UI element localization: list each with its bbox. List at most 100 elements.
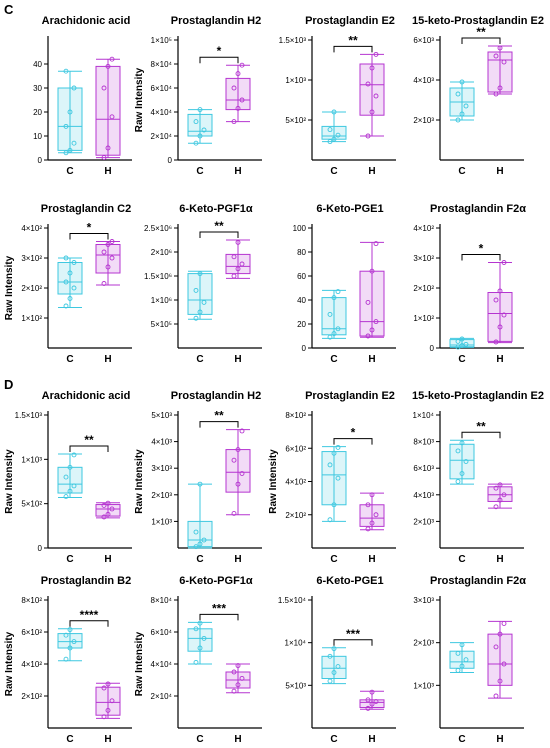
data-point (497, 288, 503, 294)
y-tick-label: 2×10⁴ (151, 132, 173, 141)
y-tick-label: 1×10³ (413, 681, 434, 690)
data-point (109, 698, 115, 704)
data-point (197, 645, 203, 651)
x-tick-label: H (234, 734, 241, 745)
box-chart-2: Prostaglandin H2 0 2×10⁴ 4×10⁴ 6×10⁴ 8×10⁴ 1×1… (134, 15, 262, 177)
box-iqr (95, 244, 121, 274)
data-point (231, 457, 237, 463)
y-tick-label: 0 (430, 344, 435, 353)
panel-label-c: C (4, 2, 14, 17)
data-point (365, 705, 371, 711)
box-chart-11: Prostaglandin E2 2×10² 4×10² 6×10² 8×10² Raw … (268, 390, 396, 565)
data-point (369, 65, 375, 71)
data-point (235, 481, 241, 487)
data-point (493, 504, 499, 510)
data-point (373, 699, 379, 704)
data-point (105, 145, 111, 151)
data-point (459, 336, 465, 342)
data-point (335, 444, 341, 450)
significance-label: ** (476, 25, 486, 39)
data-point (193, 659, 199, 665)
box-chart-14: 6-Keto-PGF1α 2×10⁴ 4×10⁴ 6×10⁴ 8×10⁴ Raw Inte… (134, 575, 262, 745)
data-point (109, 56, 115, 62)
data-point (459, 663, 465, 669)
x-tick-label: C (330, 166, 337, 177)
data-point (327, 127, 333, 133)
data-point (365, 502, 371, 508)
box-iqr (57, 466, 83, 494)
data-point (231, 273, 237, 279)
x-tick-label: H (104, 554, 111, 565)
x-tick-label: C (458, 554, 465, 565)
box-iqr (225, 253, 251, 275)
data-point (71, 140, 77, 146)
box-iqr (487, 51, 513, 93)
data-point (197, 541, 203, 547)
data-point (63, 123, 69, 129)
data-point (231, 254, 237, 260)
data-point (193, 544, 199, 550)
data-point (235, 682, 241, 688)
significance-label: **** (80, 608, 99, 622)
data-point (365, 697, 371, 703)
data-point (109, 255, 115, 261)
data-point (235, 239, 241, 245)
data-point (335, 289, 341, 295)
data-point (455, 344, 461, 350)
data-point (201, 299, 207, 305)
x-tick-label: H (104, 166, 111, 177)
y-tick-label: 1×10⁴ (285, 639, 307, 648)
y-tick-label: 3×10² (413, 254, 434, 263)
data-point (239, 428, 245, 434)
data-point (365, 333, 371, 339)
chart-title: 6-Keto-PGE1 (316, 203, 383, 215)
significance-bracket (69, 445, 109, 453)
significance-label: ** (214, 409, 224, 423)
data-point (67, 464, 73, 470)
significance-label: * (351, 426, 356, 440)
data-point (67, 296, 73, 301)
y-tick-label: 8×10² (21, 596, 42, 605)
data-point (193, 119, 199, 125)
data-point (201, 127, 207, 133)
y-tick-label: 4×10² (413, 224, 434, 233)
box-iqr (95, 686, 121, 716)
data-point (463, 459, 469, 464)
data-point (71, 639, 77, 645)
data-point (369, 268, 375, 274)
significance-bracket (461, 37, 501, 44)
data-point (71, 285, 77, 291)
significance-bracket (199, 56, 239, 64)
y-axis-label: Raw Intensity (4, 631, 15, 696)
box-chart-10: Prostaglandin H2 1×10³ 2×10³ 3×10³ 4×10³ 5×10… (134, 390, 262, 565)
data-point (63, 656, 69, 662)
y-tick-label: 1×10⁴ (413, 411, 435, 420)
significance-bracket (199, 421, 239, 428)
y-tick-label: 4×10⁴ (151, 108, 173, 117)
y-tick-label: 40 (297, 296, 306, 305)
x-tick-label: C (66, 354, 73, 365)
x-tick-label: H (496, 734, 503, 745)
x-tick-label: H (368, 554, 375, 565)
y-tick-label: 1×10⁵ (151, 36, 172, 45)
data-point (239, 675, 245, 681)
data-point (463, 657, 469, 663)
box-iqr (225, 449, 251, 493)
significance-label: ** (214, 219, 224, 233)
x-tick-label: C (330, 734, 337, 745)
y-tick-label: 5×10² (285, 116, 306, 125)
data-point (327, 462, 333, 468)
y-tick-label: 2×10³ (413, 517, 434, 526)
y-tick-label: 1×10³ (21, 455, 42, 464)
data-point (373, 241, 379, 247)
x-tick-label: H (104, 354, 111, 365)
significance-bracket (333, 45, 373, 53)
box-chart-12: 15-keto-Prostaglandin E2 2×10³ 4×10³ 6×10³ 8… (412, 390, 544, 565)
y-tick-label: 3×10³ (151, 464, 172, 473)
data-point (493, 644, 499, 650)
x-tick-label: C (66, 554, 73, 565)
y-tick-label: 20 (33, 108, 42, 117)
data-point (63, 279, 69, 285)
data-point (193, 315, 199, 321)
